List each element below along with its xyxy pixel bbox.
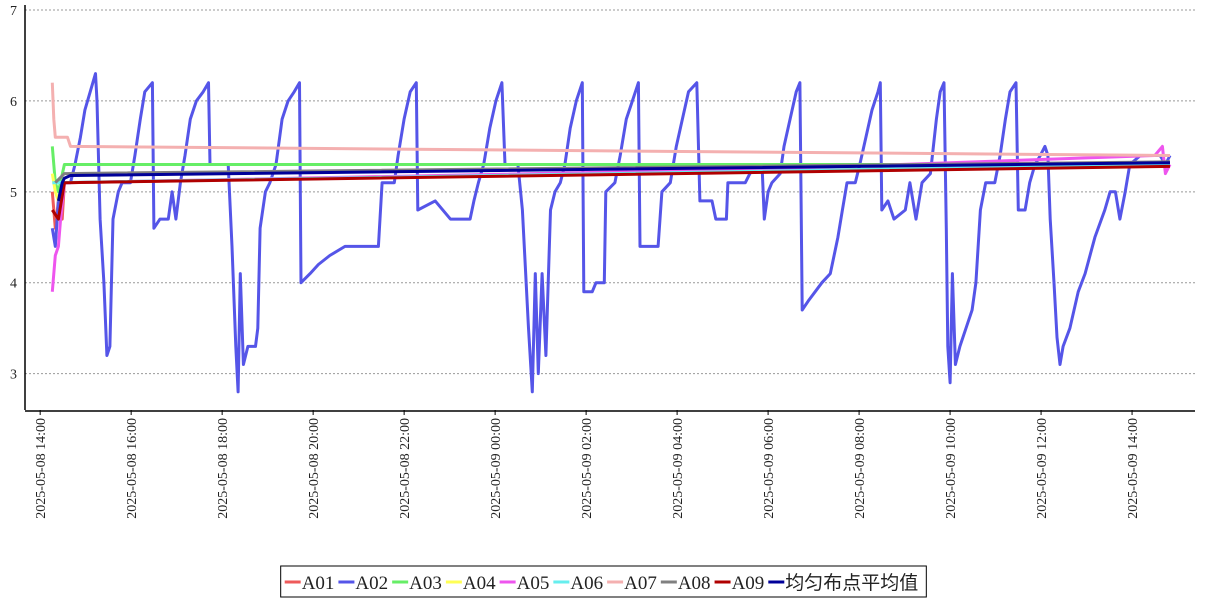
legend-label: A04 xyxy=(463,573,496,594)
y-tick-label: 5 xyxy=(10,186,17,201)
series-line xyxy=(50,173,60,202)
x-tick-label: 2025-05-09 02:00 xyxy=(580,418,595,519)
x-tick-label: 2025-05-08 18:00 xyxy=(216,418,231,519)
legend-label: A08 xyxy=(678,573,711,594)
series-line xyxy=(56,161,1171,202)
legend-label: A09 xyxy=(732,573,765,594)
y-tick-label: 7 xyxy=(10,4,17,19)
x-tick-label: 2025-05-08 22:00 xyxy=(398,418,413,519)
legend: A01 A02 A03 A04 A05 A06 A07 A08 A09 均匀布点平均值 xyxy=(284,572,918,594)
x-tick-label: 2025-05-09 12:00 xyxy=(1035,418,1050,519)
y-tick-label: 6 xyxy=(10,95,17,110)
legend-label: A02 xyxy=(355,573,388,594)
series-line xyxy=(51,164,1171,221)
legend-box xyxy=(280,565,927,598)
legend-label: A03 xyxy=(409,573,442,594)
legend-label: A07 xyxy=(624,573,657,594)
legend-label: A06 xyxy=(570,573,603,594)
x-tick-label: 2025-05-09 00:00 xyxy=(489,418,504,519)
x-tick-label: 2025-05-08 20:00 xyxy=(307,418,322,519)
x-tick-label: 2025-05-09 08:00 xyxy=(853,418,868,519)
series-line xyxy=(50,82,1171,157)
legend-label: A05 xyxy=(517,573,550,594)
series-line xyxy=(50,146,1170,194)
y-tick-label: 3 xyxy=(10,368,17,383)
x-tick-label: 2025-05-09 06:00 xyxy=(762,418,777,519)
y-tick-label: 4 xyxy=(10,277,17,292)
legend-label: 均匀布点平均值 xyxy=(785,572,918,594)
x-tick-label: 2025-05-09 04:00 xyxy=(671,418,686,519)
legend-label: A01 xyxy=(302,573,335,594)
x-tick-label: 2025-05-08 14:00 xyxy=(34,418,49,519)
series-line xyxy=(50,72,1172,394)
x-tick-label: 2025-05-09 14:00 xyxy=(1126,418,1141,519)
x-tick-label: 2025-05-08 16:00 xyxy=(125,418,140,519)
x-tick-label: 2025-05-09 10:00 xyxy=(944,418,959,519)
